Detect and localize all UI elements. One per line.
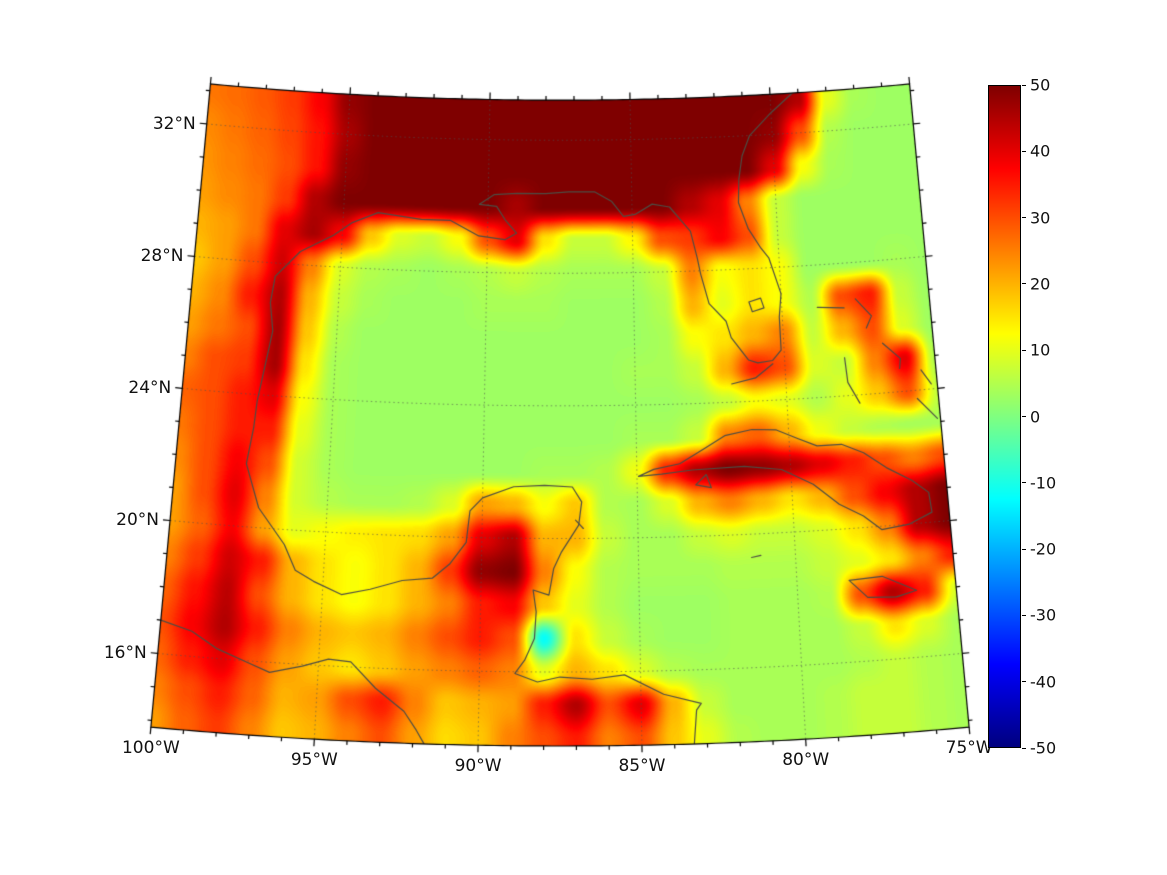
colorbar-tick-label: 0 bbox=[1030, 407, 1041, 426]
colorbar-gradient bbox=[989, 86, 1020, 747]
colorbar-tick bbox=[1022, 217, 1026, 219]
colorbar-tick-label: -20 bbox=[1030, 539, 1057, 559]
colorbar-tick-label: 50 bbox=[1030, 75, 1051, 95]
colorbar-tick bbox=[1022, 416, 1026, 417]
colorbar-tick-label: 40 bbox=[1030, 141, 1051, 161]
colorbar-tick bbox=[1022, 747, 1026, 749]
lon-tick-label: 90°W bbox=[454, 756, 502, 777]
colorbar-tick bbox=[1022, 614, 1026, 616]
lon-tick-label: 100°W bbox=[121, 738, 180, 759]
lat-tick-label: 20°N bbox=[116, 510, 159, 531]
colorbar-tick bbox=[1022, 150, 1026, 152]
colorbar-tick bbox=[1022, 681, 1026, 683]
colorbar-tick bbox=[1022, 548, 1026, 550]
colorbar bbox=[988, 85, 1021, 748]
colorbar-tick-label: -10 bbox=[1030, 473, 1057, 493]
lon-tick-label: 85°W bbox=[618, 756, 666, 777]
colorbar-tick-label: 20 bbox=[1030, 274, 1051, 294]
colorbar-tick bbox=[1022, 283, 1026, 285]
lon-tick-label: 75°W bbox=[945, 738, 993, 759]
lat-tick-label: 28°N bbox=[140, 246, 184, 267]
colorbar-tick-label: -40 bbox=[1030, 672, 1057, 692]
colorbar-tick bbox=[1022, 84, 1026, 86]
colorbar-tick-label: 10 bbox=[1030, 340, 1051, 360]
lat-tick-label: 24°N bbox=[128, 378, 172, 399]
lat-tick-label: 16°N bbox=[103, 643, 147, 664]
colorbar-tick bbox=[1022, 482, 1026, 484]
lon-tick-label: 80°W bbox=[782, 750, 830, 771]
lat-tick-label: 32°N bbox=[152, 113, 196, 134]
colorbar-tick-label: -30 bbox=[1030, 605, 1057, 625]
colorbar-tick bbox=[1022, 349, 1026, 351]
colorbar-tick-label: 30 bbox=[1030, 208, 1051, 228]
lon-tick-label: 95°W bbox=[290, 750, 338, 771]
colorbar-tick-label: -50 bbox=[1030, 738, 1057, 758]
